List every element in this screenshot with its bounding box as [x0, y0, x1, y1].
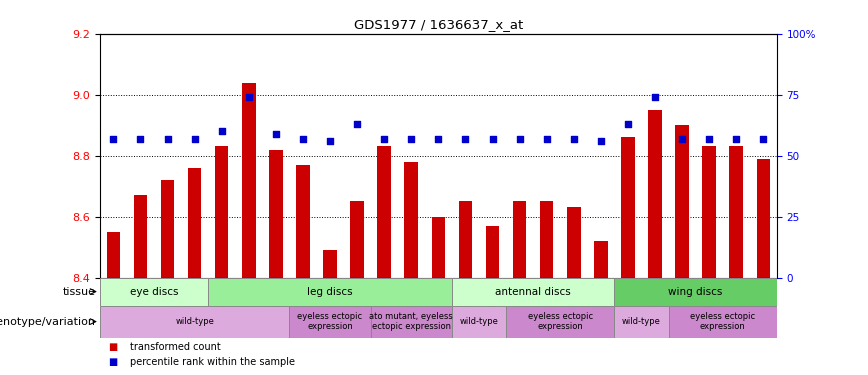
Bar — [208, 278, 452, 306]
Point — [431, 135, 445, 141]
Point — [323, 138, 337, 144]
Text: eyeless ectopic
expression: eyeless ectopic expression — [528, 312, 593, 331]
Bar — [452, 306, 506, 338]
Text: tissue: tissue — [62, 286, 95, 297]
Text: leg discs: leg discs — [307, 286, 352, 297]
Point — [594, 138, 608, 144]
Point — [567, 135, 581, 141]
Bar — [351, 201, 364, 278]
Text: ato mutant, eyeless
ectopic expression: ato mutant, eyeless ectopic expression — [370, 312, 453, 331]
Point — [675, 135, 689, 141]
Point — [756, 135, 770, 141]
Point — [214, 128, 228, 134]
Bar — [289, 306, 371, 338]
Text: wild-type: wild-type — [175, 317, 214, 326]
Bar — [215, 147, 228, 278]
Bar — [323, 250, 337, 278]
Bar — [615, 306, 668, 338]
Point — [187, 135, 201, 141]
Bar — [594, 241, 608, 278]
Bar — [621, 137, 635, 278]
Point — [621, 121, 635, 127]
Point — [485, 135, 499, 141]
Bar — [567, 207, 581, 278]
Text: genotype/variation: genotype/variation — [0, 316, 95, 327]
Bar — [431, 217, 445, 278]
Text: eyeless ectopic
expression: eyeless ectopic expression — [298, 312, 363, 331]
Bar — [161, 180, 174, 278]
Bar — [513, 201, 526, 278]
Bar — [675, 125, 689, 278]
Bar — [452, 278, 615, 306]
Bar — [404, 162, 418, 278]
Text: wild-type: wild-type — [459, 317, 498, 326]
Text: transformed count: transformed count — [130, 342, 221, 352]
Text: ■: ■ — [108, 342, 118, 352]
Bar — [648, 110, 661, 278]
Point — [702, 135, 716, 141]
Title: GDS1977 / 1636637_x_at: GDS1977 / 1636637_x_at — [354, 18, 523, 31]
Point — [134, 135, 148, 141]
Bar — [134, 195, 148, 278]
Point — [648, 94, 662, 100]
Point — [513, 135, 527, 141]
Bar — [702, 147, 716, 278]
Bar — [100, 306, 289, 338]
Bar — [187, 168, 201, 278]
Bar — [100, 278, 208, 306]
Point — [242, 94, 256, 100]
Point — [161, 135, 174, 141]
Text: eye discs: eye discs — [129, 286, 178, 297]
Bar — [296, 165, 310, 278]
Point — [404, 135, 418, 141]
Bar — [242, 82, 255, 278]
Bar — [458, 201, 472, 278]
Bar — [269, 150, 283, 278]
Point — [296, 135, 310, 141]
Bar — [378, 147, 391, 278]
Text: antennal discs: antennal discs — [496, 286, 571, 297]
Bar — [757, 159, 770, 278]
Bar — [506, 306, 615, 338]
Point — [540, 135, 554, 141]
Point — [729, 135, 743, 141]
Bar — [107, 232, 120, 278]
Bar — [615, 278, 777, 306]
Point — [350, 121, 364, 127]
Text: wing discs: wing discs — [668, 286, 723, 297]
Text: percentile rank within the sample: percentile rank within the sample — [130, 357, 295, 367]
Point — [458, 135, 472, 141]
Bar — [729, 147, 743, 278]
Point — [107, 135, 121, 141]
Bar — [371, 306, 452, 338]
Text: ■: ■ — [108, 357, 118, 367]
Bar — [540, 201, 554, 278]
Text: eyeless ectopic
expression: eyeless ectopic expression — [690, 312, 755, 331]
Bar — [668, 306, 777, 338]
Point — [378, 135, 391, 141]
Point — [269, 130, 283, 136]
Bar — [486, 226, 499, 278]
Text: wild-type: wild-type — [622, 317, 661, 326]
